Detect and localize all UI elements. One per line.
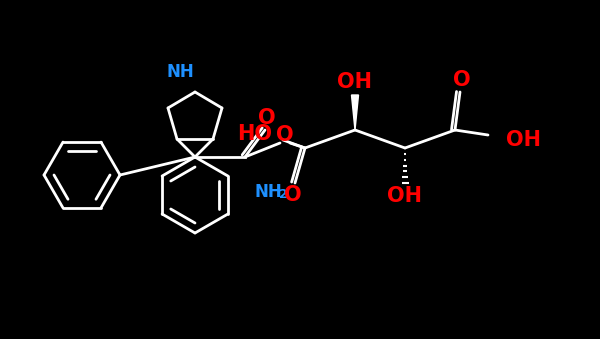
Text: OH: OH <box>506 130 541 150</box>
Text: 2: 2 <box>279 188 288 201</box>
Text: NH: NH <box>255 183 283 201</box>
Text: OH: OH <box>337 72 373 92</box>
Text: OH: OH <box>388 186 422 206</box>
Text: NH: NH <box>166 63 194 81</box>
Text: O: O <box>258 108 276 128</box>
Text: O: O <box>276 125 294 145</box>
Text: O: O <box>453 70 471 90</box>
Text: O: O <box>284 185 302 205</box>
Text: HO: HO <box>238 124 272 144</box>
Polygon shape <box>352 95 359 130</box>
